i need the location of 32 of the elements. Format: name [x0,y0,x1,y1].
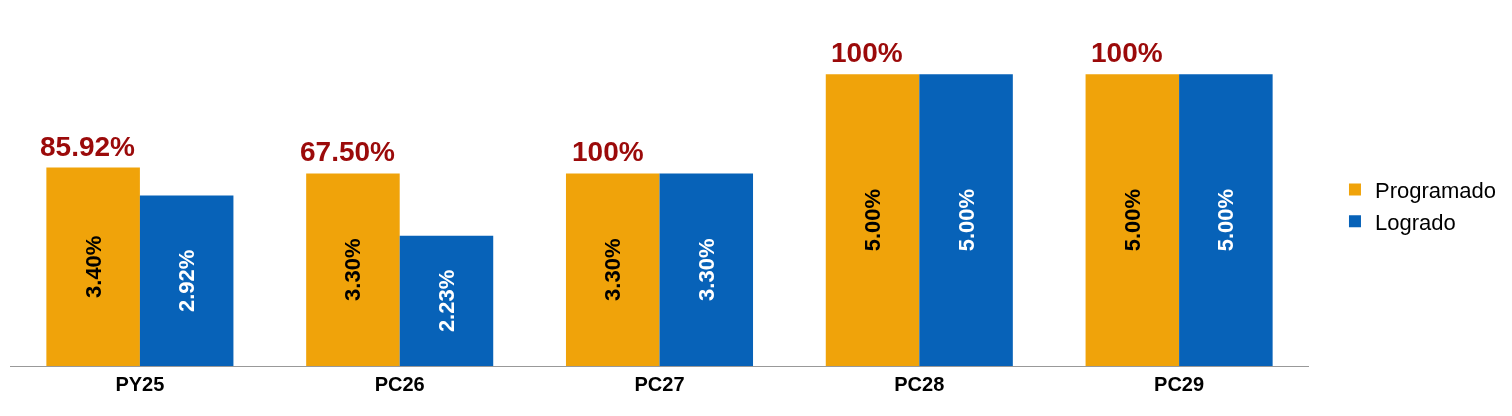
bar [919,74,1013,366]
bar [825,74,920,366]
data-label: 3.30% [340,238,366,301]
data-label: 3.40% [80,235,106,298]
x-tick-label: PC26 [374,373,425,395]
annotation: 100% [831,37,903,68]
data-label: 3.30% [693,238,719,301]
bar [306,173,400,366]
bar [1085,74,1180,366]
bar [46,167,140,366]
x-tick-label: PY25 [115,373,165,395]
bar [1179,74,1273,366]
bar [399,235,494,366]
data-label: 3.30% [600,238,626,301]
data-label: 5.00% [1213,188,1239,252]
annotation: 100% [1091,37,1163,68]
legend-label: Logrado [1374,209,1456,235]
annotation: 67.50% [300,136,396,167]
legend-label: Programado [1374,178,1497,204]
data-label: 5.00% [953,188,979,252]
data-label: 2.92% [174,249,200,312]
data-label: 5.00% [860,188,886,252]
data-label: 2.23% [433,269,459,333]
x-tick-label: PC27 [634,373,685,395]
bar [565,173,660,366]
x-tick-label: PC29 [1154,373,1205,395]
bar [139,195,234,366]
bar [659,173,754,366]
annotation: 100% [572,136,644,167]
annotation: 85.92% [40,131,136,162]
data-label: 5.00% [1119,188,1145,252]
x-tick-label: PC28 [894,373,945,395]
